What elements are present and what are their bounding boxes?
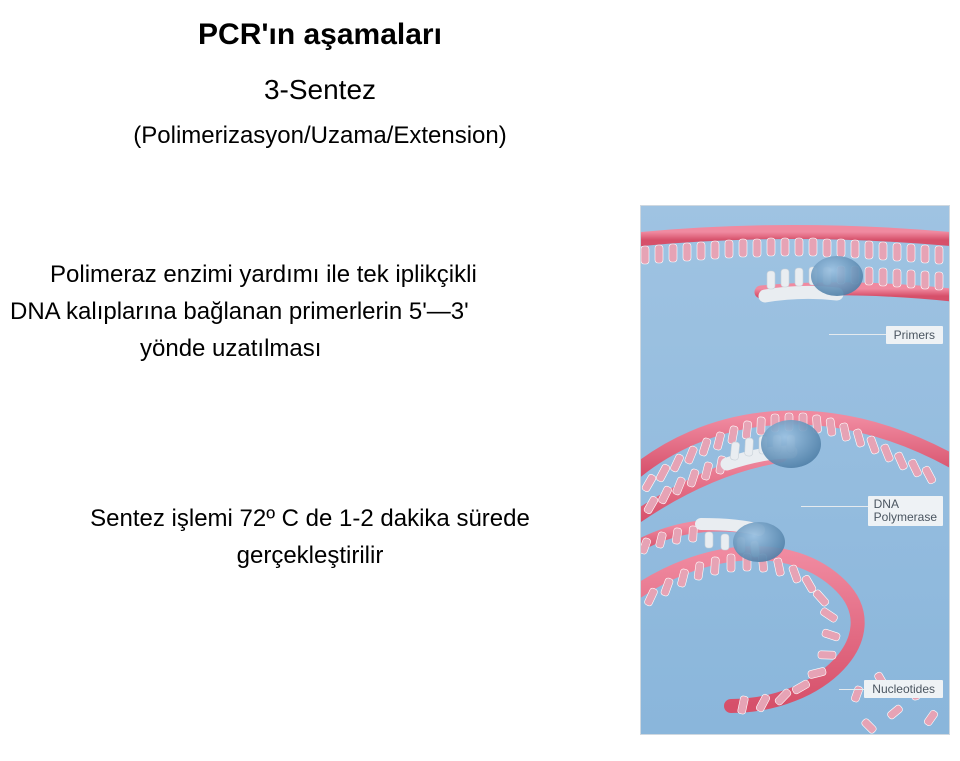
bottom-strand-group <box>641 522 939 734</box>
pcr-extension-diagram: Primers DNA Polymerase Nucleotides <box>640 205 950 735</box>
page-title: PCR'ın aşamaları <box>0 18 640 52</box>
body-paragraph-2: Sentez işlemi 72º C de 1-2 dakika sürede… <box>30 500 590 574</box>
p2-line2: gerçekleştirilir <box>237 542 384 569</box>
polymerase-icon <box>761 420 821 468</box>
callout-primers: Primers <box>886 326 943 344</box>
callout-poly-l2: Polymerase <box>874 510 937 524</box>
top-strand-group <box>641 232 950 296</box>
diagram-svg <box>641 206 950 735</box>
callout-polymerase: DNA Polymerase <box>868 496 943 526</box>
p2-line1: Sentez işlemi 72º C de 1-2 dakika sürede <box>90 505 530 532</box>
body-paragraph-1: Polimeraz enzimi yardımı ile tek iplikçi… <box>10 256 570 368</box>
leader-polymerase <box>801 506 871 507</box>
p1-line1: Polimeraz enzimi yardımı ile tek iplikçi… <box>10 256 570 293</box>
p1-line2: DNA kalıplarına bağlanan primerlerin 5'—… <box>10 293 570 330</box>
callout-nucleotides: Nucleotides <box>864 680 943 698</box>
leader-primers <box>829 334 889 335</box>
page-subsubtitle: (Polimerizasyon/Uzama/Extension) <box>0 122 640 150</box>
callout-poly-l1: DNA <box>874 497 899 511</box>
p1-line3: yönde uzatılması <box>10 330 570 367</box>
page-subtitle: 3-Sentez <box>0 74 640 106</box>
